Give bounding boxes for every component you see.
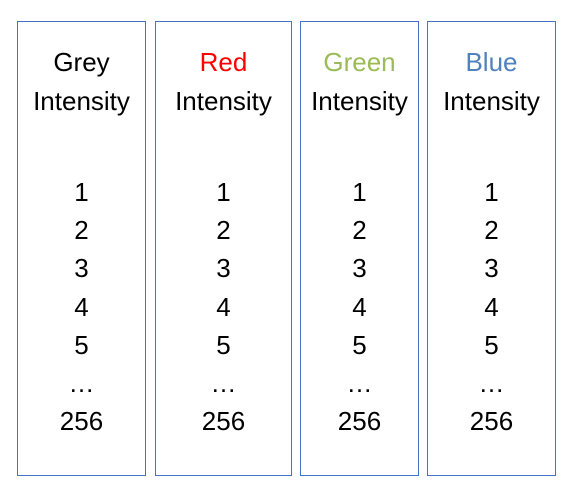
blue-value: 4	[484, 291, 499, 322]
blue-value: 256	[469, 406, 514, 437]
grey-title: Grey	[53, 47, 110, 77]
grey-value: 1	[74, 177, 89, 207]
blue-value: 5	[484, 329, 499, 360]
green-value: 3	[352, 253, 367, 284]
green-value: 5	[352, 329, 367, 360]
blue-subtitle: Intensity	[443, 86, 540, 116]
grey-value: 256	[59, 406, 104, 437]
green-value: 2	[352, 215, 367, 246]
red-intensity-panel: Red Intensity 1 2 3 4 5 … 256	[155, 21, 292, 476]
green-value: 256	[337, 406, 382, 437]
red-value: 4	[216, 291, 231, 322]
red-value: 256	[201, 406, 246, 437]
grey-value: 4	[74, 291, 89, 322]
grey-intensity-panel: Grey Intensity 1 2 3 4 5 … 256	[17, 21, 146, 476]
green-subtitle: Intensity	[311, 86, 408, 116]
red-subtitle: Intensity	[175, 86, 272, 116]
blue-title: Blue	[465, 47, 518, 77]
grey-value: 5	[74, 329, 89, 360]
green-ellipsis: …	[346, 367, 373, 398]
grey-subtitle: Intensity	[33, 86, 130, 116]
blue-value-list: 1 2 3 4 5 … 256	[428, 173, 555, 440]
green-value: 1	[352, 177, 367, 207]
grey-value-list: 1 2 3 4 5 … 256	[18, 173, 145, 440]
red-title: Red	[199, 47, 248, 77]
green-intensity-panel: Green Intensity 1 2 3 4 5 … 256	[300, 21, 419, 476]
red-value: 5	[216, 329, 231, 360]
grey-value: 3	[74, 253, 89, 284]
grey-ellipsis: …	[68, 367, 95, 398]
green-title: Green	[323, 47, 396, 77]
red-value: 3	[216, 253, 231, 284]
red-value: 1	[216, 177, 231, 207]
blue-intensity-panel: Blue Intensity 1 2 3 4 5 … 256	[427, 21, 556, 476]
green-value: 4	[352, 291, 367, 322]
red-value: 2	[216, 215, 231, 246]
blue-ellipsis: …	[478, 367, 505, 398]
red-value-list: 1 2 3 4 5 … 256	[156, 173, 291, 440]
grey-value: 2	[74, 215, 89, 246]
blue-value: 1	[484, 177, 499, 207]
blue-value: 2	[484, 215, 499, 246]
blue-value: 3	[484, 253, 499, 284]
green-value-list: 1 2 3 4 5 … 256	[301, 173, 418, 440]
red-ellipsis: …	[210, 367, 237, 398]
